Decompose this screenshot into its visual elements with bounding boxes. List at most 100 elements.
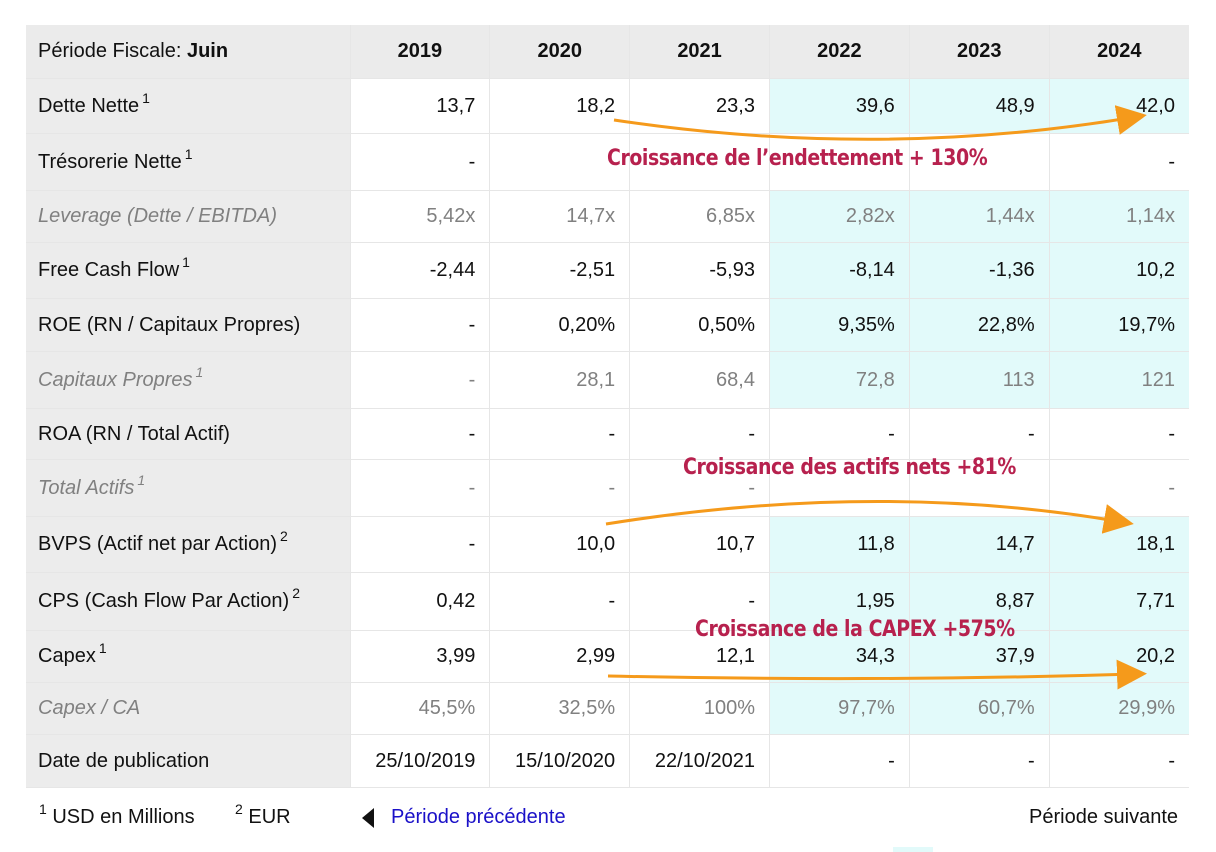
table-cell: 1,44x: [909, 190, 1050, 243]
table-cell: 97,7%: [769, 682, 910, 735]
table-cell: 29,9%: [1049, 682, 1189, 735]
table-cell: -: [350, 298, 491, 352]
table-cell: 23,3: [629, 78, 770, 134]
table-cell: 1,14x: [1049, 190, 1189, 243]
row-label-text: Trésorerie Nette: [38, 150, 182, 173]
table-cell: 32,5%: [489, 682, 631, 735]
table-cell: -1,36: [909, 242, 1050, 299]
row-label: BVPS (Actif net par Action) 2: [26, 516, 351, 573]
table-cell: 6,85x: [629, 190, 770, 243]
fiscal-period-header: Période Fiscale: Juin: [26, 25, 351, 79]
table-cell: -: [1049, 408, 1189, 460]
row-label: Capex / CA: [26, 682, 351, 735]
table-cell: -: [769, 734, 910, 788]
table-row: Trésorerie Nette 1 - -: [26, 133, 1189, 191]
row-footnote-marker: 1: [137, 471, 146, 488]
row-label: ROA (RN / Total Actif): [26, 408, 351, 460]
row-label-text: Capitaux Propres: [38, 368, 193, 391]
row-label-text: Leverage (Dette / EBITDA): [38, 205, 277, 227]
footnote-usd-millions: 1 USD en Millions: [36, 802, 195, 829]
row-label-text: BVPS (Actif net par Action): [38, 533, 277, 555]
table-cell: 14,7: [909, 516, 1050, 573]
year-header: 2022: [769, 25, 910, 79]
row-label: Leverage (Dette / EBITDA): [26, 190, 351, 243]
table-cell: -: [629, 572, 770, 631]
table-cell: -: [350, 408, 491, 460]
table-cell: 10,7: [629, 516, 770, 573]
row-footnote-marker: 1: [98, 640, 107, 656]
table-cell: -: [350, 351, 491, 409]
table-cell: 19,7%: [1049, 298, 1189, 352]
table-row: ROE (RN / Capitaux Propres) -0,20% 0,50% 9,…: [26, 298, 1189, 352]
table-row: Capitaux Propres 1-28,1 68,4 72,8 113 121: [26, 351, 1189, 409]
row-label-text: Free Cash Flow: [38, 259, 180, 281]
debt-growth-annotation: Croissance de l’endettement + 130%: [607, 146, 988, 171]
table-cell: 10,2: [1049, 242, 1189, 299]
row-label-text: Dette Nette: [38, 94, 140, 117]
footnote-eur: 2 EUR: [232, 802, 291, 829]
row-label-text: ROA (RN / Total Actif): [38, 422, 230, 445]
table-row: Date de publication 25/10/2019 15/10/2020 2…: [26, 734, 1189, 788]
assets-growth-annotation: Croissance des actifs nets +81%: [683, 455, 1016, 480]
table-cell: 68,4: [629, 351, 770, 409]
table-cell: [769, 133, 910, 191]
row-label: CPS (Cash Flow Par Action) 2: [26, 572, 351, 631]
financial-ratios-table: Période Fiscale: Juin 2019 2020 2021 202…: [26, 25, 1189, 788]
table-cell: 60,7%: [909, 682, 1050, 735]
table-cell: 28,1: [489, 351, 631, 409]
footnote-text: USD en Millions: [52, 806, 195, 828]
fiscal-period-label: Période Fiscale:: [38, 40, 182, 62]
row-label-text: ROE (RN / Capitaux Propres): [38, 313, 301, 336]
table-cell: -: [489, 408, 631, 460]
legend-swatch: [893, 847, 933, 852]
table-row: Dette Nette 1 13,7 18,2 23,3 39,6 48,9 42,0: [26, 78, 1189, 134]
table-cell: 22,8%: [909, 298, 1050, 352]
table-row: Free Cash Flow 1 -2,44 -2,51 -5,93 -8,14 -1,36…: [26, 242, 1189, 299]
row-label-text: Total Actifs: [38, 476, 135, 499]
table-cell: 100%: [629, 682, 770, 735]
table-cell: -: [489, 572, 631, 631]
table-cell: 2,82x: [769, 190, 910, 243]
table-row: Leverage (Dette / EBITDA) 5,42x 14,7x 6,85x…: [26, 190, 1189, 243]
table-cell: 2,99: [489, 630, 631, 683]
table-cell: [909, 133, 1050, 191]
table-cell: -: [909, 408, 1050, 460]
row-label: Capex 1: [26, 630, 351, 683]
table-cell: -2,44: [350, 242, 491, 299]
table-row: Capex / CA 45,5% 32,5% 100% 97,7% 60,7% 29,9%: [26, 682, 1189, 735]
table-cell: 39,6: [769, 78, 910, 134]
row-label: Dette Nette 1: [26, 78, 351, 134]
table-header-row: Période Fiscale: Juin 2019 2020 2021 202…: [26, 25, 1189, 79]
table-cell: 5,42x: [350, 190, 491, 243]
table-cell: [629, 133, 770, 191]
table-cell: -: [350, 133, 491, 191]
table-cell: 42,0: [1049, 78, 1189, 134]
table-cell: 121: [1049, 351, 1189, 409]
table-cell: -8,14: [769, 242, 910, 299]
year-header: 2021: [629, 25, 770, 79]
table-cell: -: [489, 459, 631, 517]
triangle-left-icon: [362, 807, 374, 828]
row-footnote-marker: 2: [292, 585, 300, 601]
row-label: Total Actifs 1: [26, 459, 351, 517]
year-header: 2024: [1049, 25, 1189, 79]
table-cell: 11,8: [769, 516, 910, 573]
row-label-text: Capex / CA: [38, 697, 141, 719]
row-footnote-marker: 1: [184, 145, 193, 162]
previous-period-link[interactable]: Période précédente: [362, 806, 566, 829]
table-cell: [489, 133, 631, 191]
table-cell: -: [1049, 133, 1189, 191]
table-cell: 7,71: [1049, 572, 1189, 631]
capex-growth-annotation: Croissance de la CAPEX +575%: [695, 617, 1015, 642]
table-cell: 8,87: [909, 572, 1050, 631]
table-cell: 20,2: [1049, 630, 1189, 683]
year-header: 2019: [350, 25, 491, 79]
table-cell: 18,1: [1049, 516, 1189, 573]
next-period-link[interactable]: Période suivante: [1029, 806, 1178, 828]
table-cell: -: [1049, 734, 1189, 788]
row-label-text: Capex: [38, 645, 96, 667]
previous-period-label: Période précédente: [391, 806, 566, 828]
year-header: 2020: [489, 25, 631, 79]
table-cell: 18,2: [489, 78, 631, 134]
table-cell: 113: [909, 351, 1050, 409]
